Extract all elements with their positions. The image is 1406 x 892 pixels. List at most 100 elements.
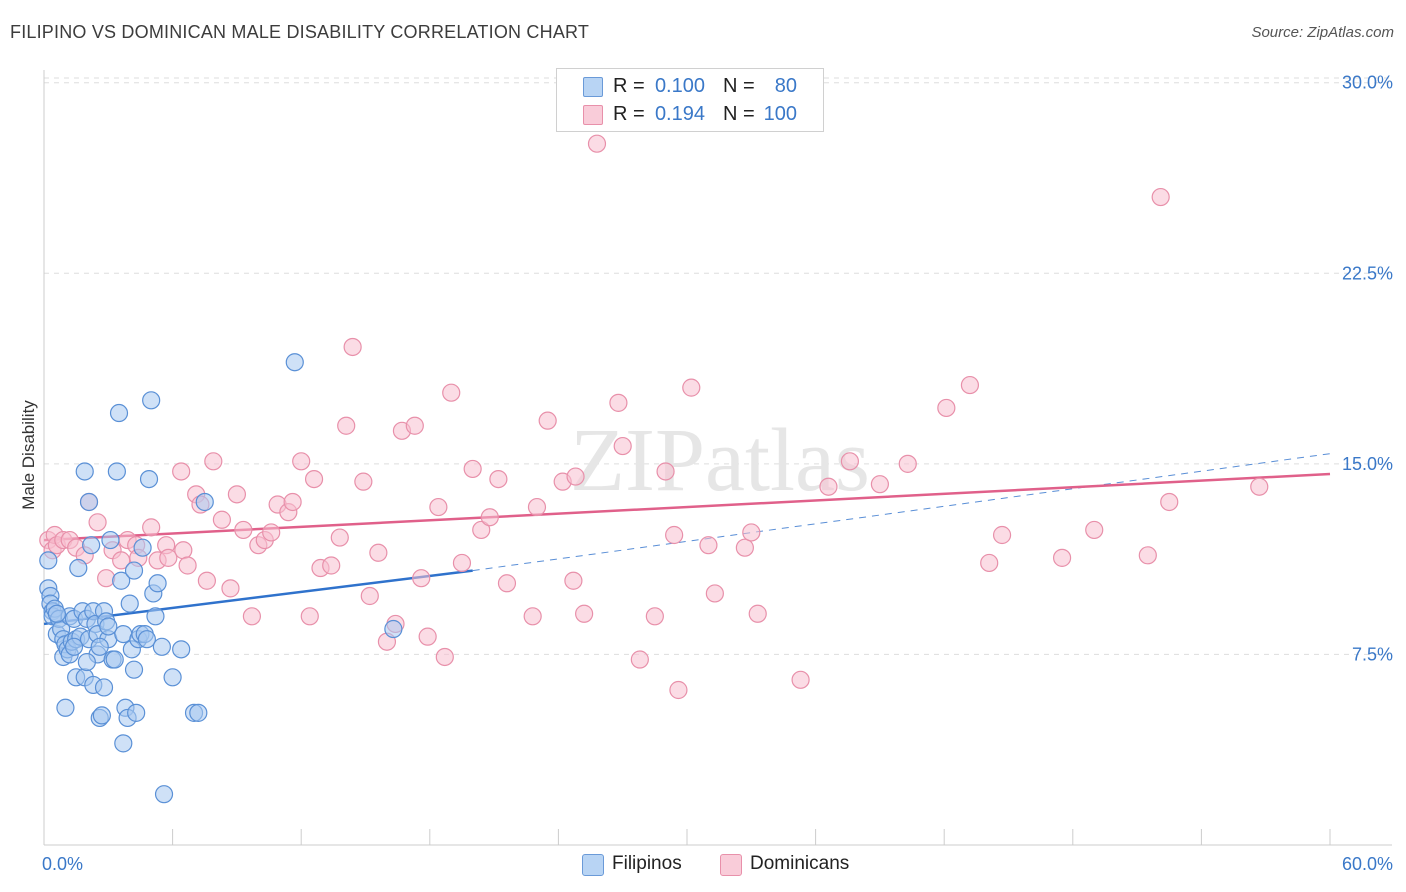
r-label: R =	[613, 103, 645, 125]
dominican-point	[322, 556, 341, 575]
axes	[43, 70, 1392, 846]
dominican-point	[630, 650, 649, 669]
filipino-point	[69, 558, 88, 578]
dominican-point	[791, 670, 810, 689]
dominican-point	[960, 375, 980, 395]
filipino-point	[77, 652, 96, 672]
dominican-point	[937, 398, 956, 418]
dominican-point	[405, 416, 424, 435]
dominican-point	[898, 454, 917, 473]
dominican-point	[1160, 492, 1179, 512]
dominican-point	[212, 510, 231, 529]
filipino-point	[105, 650, 124, 669]
dominican-point	[527, 497, 547, 517]
y-tick-label: 30.0%	[1342, 73, 1393, 93]
dominican-point	[609, 393, 628, 412]
filipino-point	[75, 462, 94, 481]
filipino-point	[152, 637, 171, 656]
dominican-point	[645, 607, 664, 626]
filipino-point	[148, 574, 167, 593]
dominican-point	[992, 525, 1012, 545]
dominican-point	[429, 497, 448, 517]
filipino-point	[120, 594, 139, 613]
r-value: 0.100	[654, 75, 705, 97]
dominican-point	[227, 485, 246, 504]
y-tick-label: 22.5%	[1342, 263, 1393, 283]
dominican-point	[354, 472, 373, 491]
dominican-point	[283, 492, 302, 512]
filipino-point	[99, 617, 118, 636]
dominican-point	[452, 553, 472, 573]
dominican-point	[435, 647, 454, 667]
dominican-point	[742, 523, 761, 542]
filipino-legend-swatch	[582, 854, 604, 876]
dominican-point	[472, 520, 491, 540]
filipino-trend-line	[43, 569, 473, 626]
dominican-point	[480, 508, 499, 527]
dominican-point	[174, 541, 193, 560]
r-value: 0.194	[654, 103, 705, 125]
filipino-point	[124, 660, 144, 679]
dominican-point	[88, 513, 107, 532]
dominican-point	[682, 378, 701, 397]
dominican-point	[463, 459, 482, 479]
dominican-point	[538, 411, 557, 430]
dominican-point	[178, 556, 197, 575]
dominican-point	[360, 586, 379, 606]
legend-row-filipinos: R = 0.100 N = 80	[557, 73, 823, 99]
filipino-point	[79, 492, 99, 512]
dominican-point	[523, 607, 542, 626]
filipino-point	[114, 734, 133, 753]
dominican-point	[242, 607, 262, 626]
filipino-point	[92, 706, 111, 725]
dominican-point	[97, 569, 116, 588]
dominican-point	[442, 383, 461, 402]
dominican-point	[304, 469, 324, 489]
filipino-legend-label: Filipinos	[612, 853, 682, 874]
n-label: N =	[723, 103, 755, 125]
dominican-point	[748, 604, 767, 623]
filipino-point	[195, 492, 214, 512]
dominican-point	[613, 436, 632, 456]
dominican-point	[1085, 520, 1104, 540]
n-value: 80	[774, 75, 797, 97]
filipino-point	[172, 640, 191, 659]
dominican-point	[587, 134, 607, 153]
filipino-point	[384, 619, 403, 639]
dominican-point	[1151, 187, 1170, 207]
dominican-point	[221, 579, 240, 598]
grid-lines	[44, 77, 1392, 655]
filipino-point	[154, 785, 174, 804]
dominican-swatch	[583, 105, 603, 125]
filipino-point	[189, 703, 208, 722]
filipino-point	[94, 678, 114, 697]
dominican-point	[575, 604, 594, 623]
filipino-point	[142, 391, 161, 410]
dominican-point	[292, 452, 311, 471]
dominican-point	[669, 680, 688, 700]
filipino-point	[64, 637, 84, 656]
filipino-point	[139, 469, 159, 489]
filipino-point	[90, 637, 109, 656]
filipino-point	[39, 551, 58, 570]
dominican-point	[705, 584, 724, 603]
dominican-point	[566, 467, 585, 486]
dominican-point	[172, 462, 191, 481]
dominican-point	[497, 574, 517, 593]
dominican-point	[656, 462, 675, 481]
data-points	[39, 134, 1269, 804]
r-label: R =	[613, 75, 645, 97]
dominican-point	[369, 543, 388, 562]
n-value: 100	[763, 103, 797, 125]
filipino-point	[146, 607, 165, 626]
filipino-point	[82, 536, 101, 555]
filipino-swatch	[583, 77, 603, 97]
tick-labels: 7.5% 15.0% 22.5% 30.0% 0.0% 60.0%	[42, 73, 1393, 874]
dominican-point	[699, 536, 718, 555]
filipino-point	[112, 571, 131, 590]
y-axis-label: Male Disability	[19, 400, 38, 510]
filipino-point	[56, 698, 75, 717]
filipino-point	[285, 353, 304, 372]
dominican-point	[489, 469, 508, 489]
filipino-point	[109, 403, 129, 423]
